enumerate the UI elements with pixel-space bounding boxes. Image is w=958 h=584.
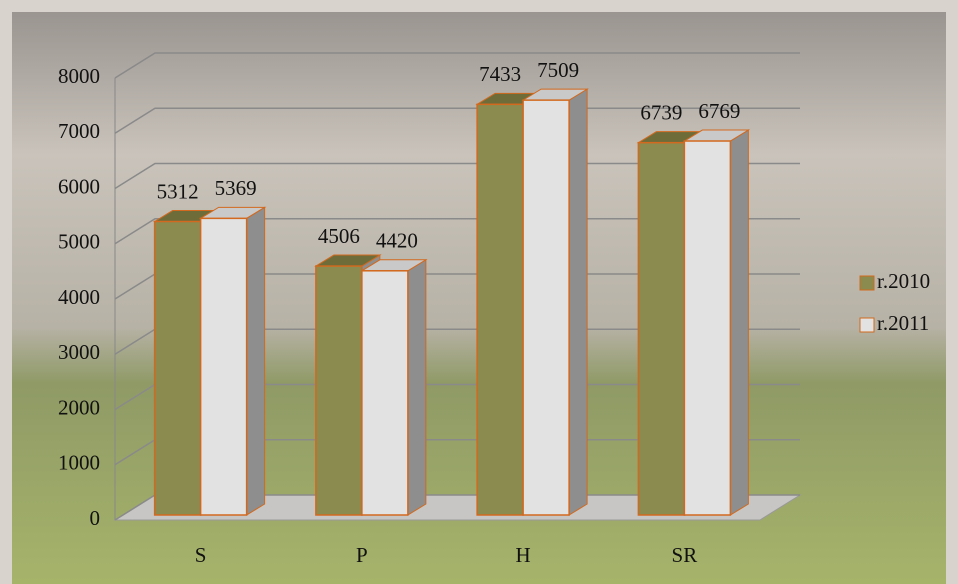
y-tick-label: 4000	[58, 285, 100, 309]
legend-label: r.2010	[877, 269, 930, 293]
y-tick-label: 7000	[58, 119, 100, 143]
y-tick-label: 2000	[58, 395, 100, 419]
bar	[361, 270, 409, 516]
value-label: 4420	[376, 229, 418, 253]
legend-label: r.2011	[877, 311, 929, 335]
bar	[522, 99, 570, 516]
bar	[476, 103, 524, 516]
value-label: 4506	[318, 224, 360, 248]
bar-side	[407, 258, 427, 516]
value-label: 7509	[537, 58, 579, 82]
x-tick-label: S	[195, 543, 207, 567]
bar	[153, 220, 202, 516]
bar	[315, 265, 363, 516]
value-label: 7433	[479, 62, 521, 86]
x-tick-label: SR	[672, 543, 698, 567]
value-label: 6769	[698, 99, 740, 123]
y-tick-label: 5000	[58, 230, 100, 254]
grid-line	[114, 52, 800, 79]
bar-side	[568, 88, 588, 516]
y-tick-label: 1000	[58, 451, 100, 475]
bar-side	[246, 206, 266, 516]
y-tick-label: 8000	[58, 64, 100, 88]
x-tick-label: P	[356, 543, 368, 567]
legend-swatch	[859, 317, 875, 333]
value-label: 5312	[157, 179, 199, 203]
bar	[637, 141, 686, 516]
value-label: 5369	[215, 176, 257, 200]
legend-swatch	[859, 275, 875, 291]
y-tick-label: 3000	[58, 340, 100, 364]
bar	[199, 217, 248, 516]
y-tick-label: 0	[90, 506, 101, 530]
x-tick-label: H	[516, 543, 531, 567]
bar-side	[729, 129, 749, 516]
value-label: 6739	[640, 100, 682, 124]
bar	[683, 140, 732, 516]
y-tick-label: 6000	[58, 174, 100, 198]
